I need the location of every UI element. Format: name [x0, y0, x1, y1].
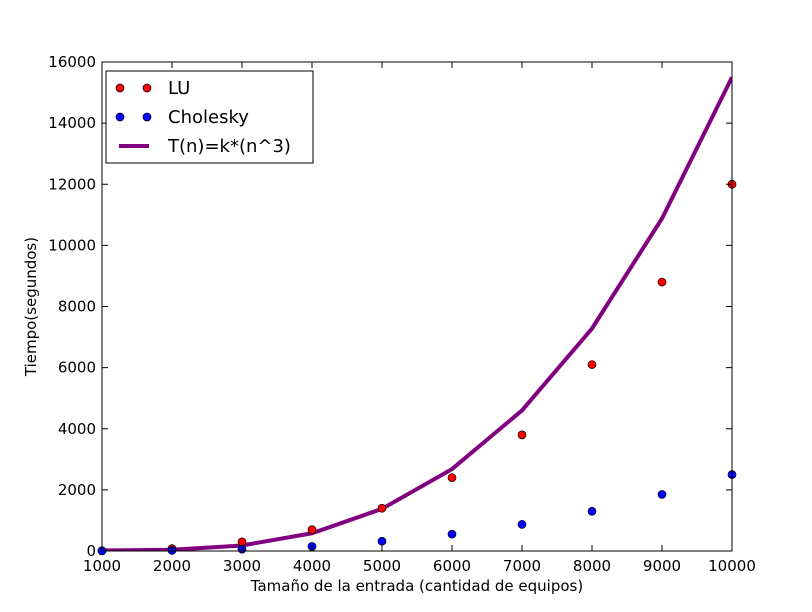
legend-marker-cholesky — [115, 112, 125, 122]
axis-ticks: 1000 2000 3000 4000 5000 6000 7000 8000 9000 1000… — [48, 53, 756, 575]
legend-marker-lu — [115, 83, 125, 93]
x-tick-label: 5000 — [363, 557, 401, 575]
legend-marker-lu — [142, 83, 152, 93]
legend-label-t-n-k-n-3: T(n)=k*(n^3) — [167, 136, 291, 157]
y-tick-label: 2000 — [58, 481, 96, 499]
y-tick-label: 14000 — [48, 114, 96, 132]
point-lu-9000 — [657, 277, 667, 287]
x-tick-label: 4000 — [293, 557, 331, 575]
legend-marker-cholesky — [142, 112, 152, 122]
point-lu-8000 — [587, 360, 597, 369]
y-tick-label: 0 — [86, 542, 96, 560]
y-tick-label: 10000 — [48, 236, 96, 254]
point-lu-6000 — [447, 473, 457, 482]
point-cholesky-6000 — [447, 529, 457, 539]
y-tick-label: 4000 — [58, 420, 96, 438]
point-cholesky-7000 — [517, 520, 527, 529]
point-lu-7000 — [517, 430, 527, 440]
plot-layer — [97, 76, 737, 556]
y-axis-title: Tiempo(segundos) — [22, 237, 40, 377]
x-tick-label: 9000 — [643, 557, 681, 575]
x-axis-title: Tamaño de la entrada (cantidad de equipo… — [250, 577, 583, 595]
point-lu-5000 — [377, 503, 387, 513]
x-tick-label: 8000 — [573, 557, 611, 575]
legend-label-lu: LU — [168, 78, 190, 99]
x-tick-label: 3000 — [223, 557, 261, 575]
plot-markers — [97, 179, 737, 556]
point-cholesky-8000 — [587, 506, 597, 516]
point-cholesky-5000 — [377, 536, 387, 546]
x-tick-label: 7000 — [503, 557, 541, 575]
point-lu-3000 — [237, 537, 247, 547]
x-tick-label: 10000 — [708, 557, 756, 575]
y-tick-label: 16000 — [48, 53, 96, 71]
y-tick-label: 8000 — [58, 298, 96, 316]
point-lu-4000 — [307, 525, 317, 534]
series-line-t-n-k-n-3 — [102, 76, 732, 551]
plot-contents — [102, 76, 732, 551]
legend-label-cholesky: Cholesky — [168, 107, 249, 128]
y-tick-label: 6000 — [58, 359, 96, 377]
x-tick-label: 1000 — [83, 557, 121, 575]
x-tick-label: 2000 — [153, 557, 191, 575]
y-tick-label: 12000 — [48, 175, 96, 193]
legend: LU Cholesky T(n)=k*(n^3) — [105, 70, 314, 164]
point-cholesky-9000 — [657, 490, 667, 499]
x-tick-label: 6000 — [433, 557, 471, 575]
